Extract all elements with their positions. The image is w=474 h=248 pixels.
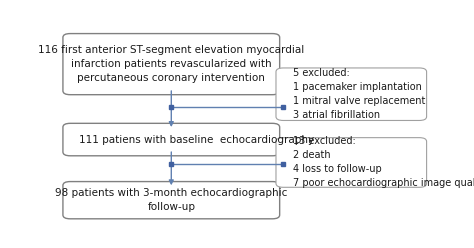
Text: 116 first anterior ST-segment elevation myocardial
infarction patients revascula: 116 first anterior ST-segment elevation … xyxy=(38,45,304,83)
Text: 13 excluded:
2 death
4 loss to follow-up
7 poor echocardiographic image quality: 13 excluded: 2 death 4 loss to follow-up… xyxy=(292,136,474,188)
FancyBboxPatch shape xyxy=(276,138,427,187)
FancyBboxPatch shape xyxy=(276,68,427,121)
FancyBboxPatch shape xyxy=(63,123,280,156)
FancyBboxPatch shape xyxy=(63,33,280,95)
FancyBboxPatch shape xyxy=(63,182,280,219)
Text: 98 patients with 3-month echocardiographic
follow-up: 98 patients with 3-month echocardiograph… xyxy=(55,188,287,212)
Text: 5 excluded:
1 pacemaker implantation
1 mitral valve replacement
3 atrial fibrill: 5 excluded: 1 pacemaker implantation 1 m… xyxy=(292,68,425,120)
Text: 111 patiens with baseline  echocardiography: 111 patiens with baseline echocardiograp… xyxy=(80,135,315,145)
